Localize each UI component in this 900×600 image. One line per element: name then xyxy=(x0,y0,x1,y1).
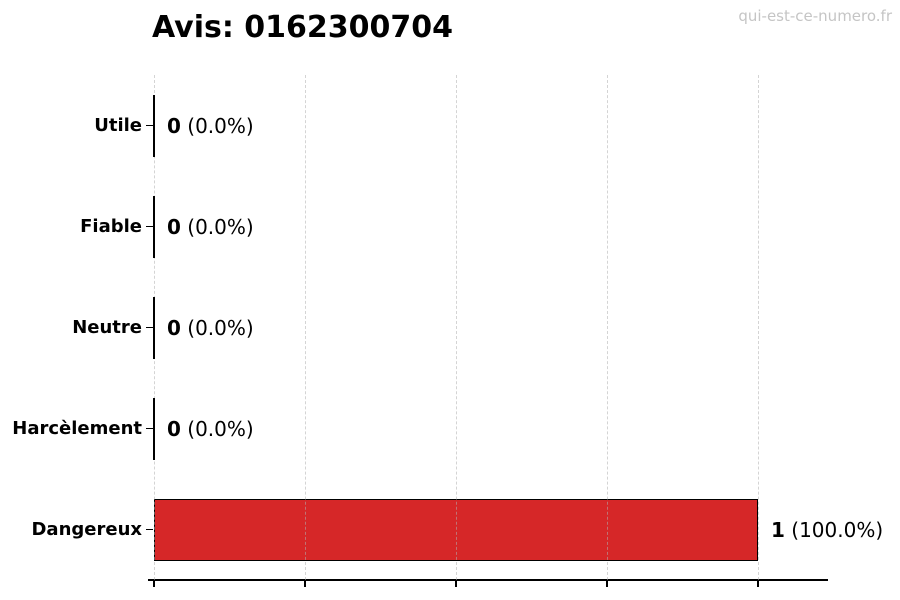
category-label: Neutre xyxy=(72,316,142,338)
watermark: qui-est-ce-numero.fr xyxy=(738,7,892,25)
x-axis-tick xyxy=(757,580,759,587)
zero-bar-edge xyxy=(153,94,155,157)
zero-bar-edge xyxy=(153,296,155,359)
category-label: Utile xyxy=(94,114,142,136)
value-percentage: (0.0%) xyxy=(180,113,254,138)
gridline xyxy=(455,75,457,580)
category-label: Dangereux xyxy=(31,518,142,540)
x-axis-line xyxy=(148,579,828,581)
value-label: 0 (0.0%) xyxy=(167,112,254,140)
category-label: Fiable xyxy=(80,215,142,237)
x-axis-tick xyxy=(455,580,457,587)
value-count: 1 xyxy=(771,517,785,542)
category-label: Harcèlement xyxy=(12,417,142,439)
y-axis-tick xyxy=(146,528,153,531)
value-percentage: (100.0%) xyxy=(784,517,884,542)
value-label: 0 (0.0%) xyxy=(167,213,254,241)
x-axis-tick xyxy=(304,580,306,587)
y-axis-tick xyxy=(146,326,153,329)
value-count: 0 xyxy=(167,416,181,441)
value-count: 0 xyxy=(167,214,181,239)
chart-title: Avis: 0162300704 xyxy=(152,10,454,45)
y-axis-tick xyxy=(146,427,153,430)
y-axis-tick xyxy=(146,225,153,228)
zero-bar-edge xyxy=(153,397,155,460)
gridline xyxy=(757,75,759,580)
gridline xyxy=(606,75,608,580)
x-axis-tick xyxy=(153,580,155,587)
value-label: 0 (0.0%) xyxy=(167,314,254,342)
zero-bar-edge xyxy=(153,195,155,258)
value-percentage: (0.0%) xyxy=(180,214,254,239)
value-count: 0 xyxy=(167,315,181,340)
value-percentage: (0.0%) xyxy=(180,315,254,340)
value-percentage: (0.0%) xyxy=(180,416,254,441)
y-axis-tick xyxy=(146,124,153,127)
value-label: 0 (0.0%) xyxy=(167,415,254,443)
value-count: 0 xyxy=(167,113,181,138)
value-label: 1 (100.0%) xyxy=(771,516,883,544)
x-axis-tick xyxy=(606,580,608,587)
gridline xyxy=(304,75,306,580)
